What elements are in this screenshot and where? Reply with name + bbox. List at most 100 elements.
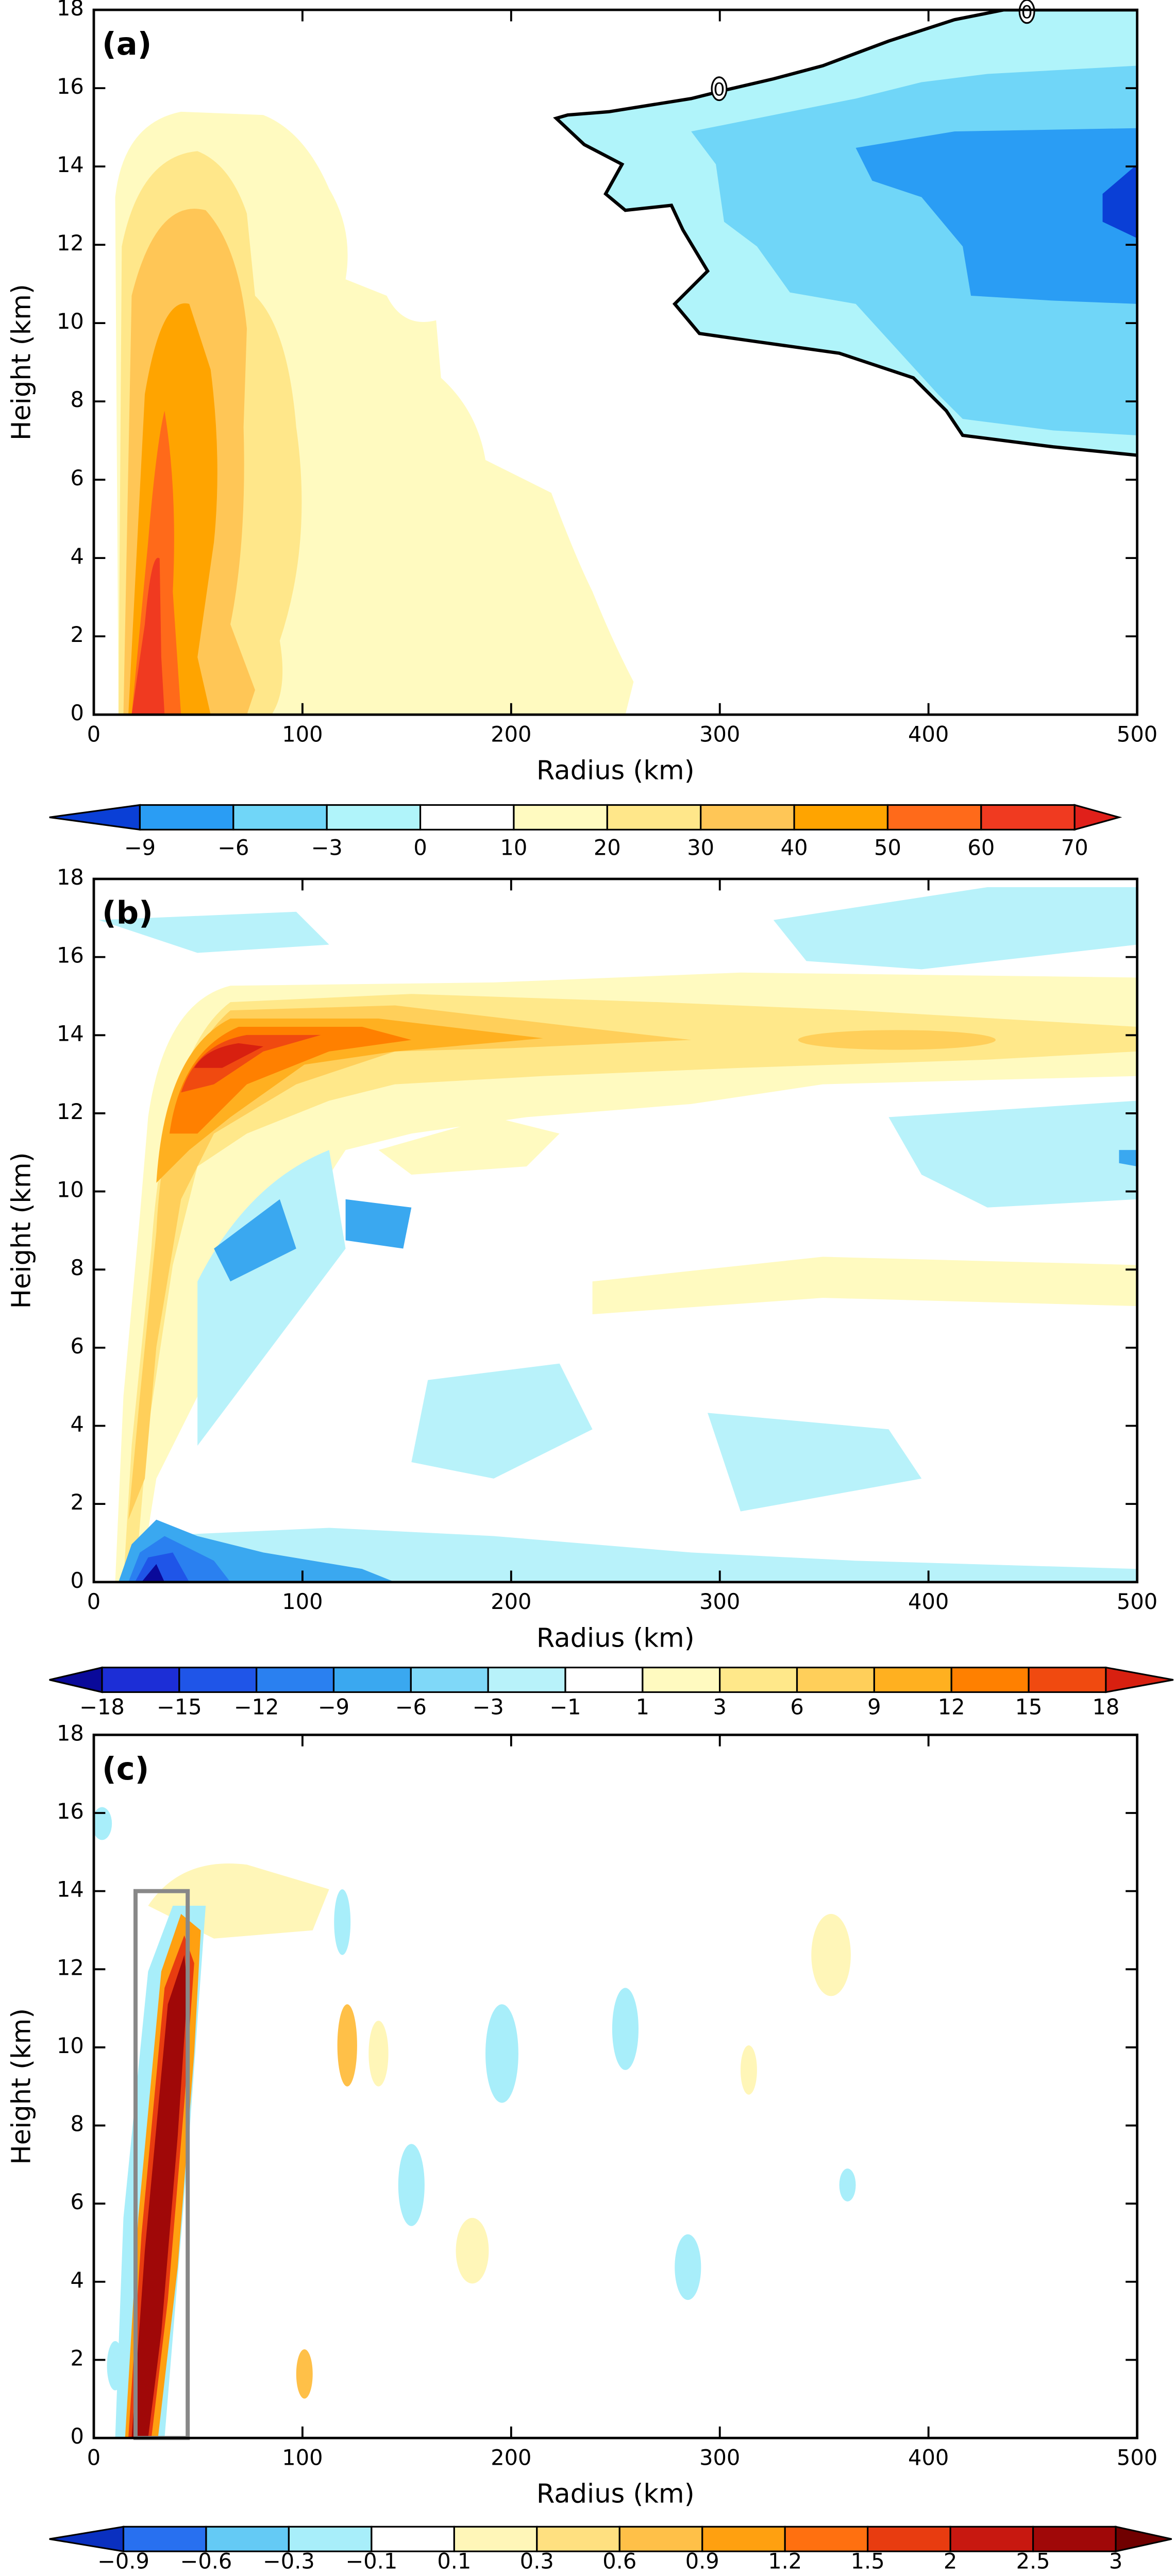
colorbar-box — [1028, 1667, 1107, 1693]
colorbar-box — [513, 804, 608, 831]
plot-frame — [92, 877, 1138, 1584]
y-tick-label: 10 — [57, 1177, 84, 1202]
contour-label: 0 — [1021, 2, 1032, 23]
x-axis-label: Radius (km) — [536, 2479, 695, 2510]
colorbar-box — [642, 1667, 721, 1693]
contour-label-bg — [711, 76, 728, 101]
colorbar-label: −0.9 — [97, 2549, 149, 2574]
colorbar-label: 0.3 — [520, 2549, 554, 2574]
colorbar-box — [419, 804, 515, 831]
contour-fill — [115, 10, 1137, 715]
colorbar-label: −15 — [157, 1694, 202, 1719]
colorbar-label: −0.6 — [180, 2549, 232, 2574]
y-tick-label: 8 — [70, 1255, 83, 1280]
y-tick-label: 12 — [57, 1955, 84, 1980]
colorbar-label: 2 — [944, 2549, 957, 2574]
colorbar-triangle — [1105, 1666, 1174, 1693]
colorbar-box — [205, 2526, 290, 2552]
colorbar-label: −18 — [79, 1694, 125, 1719]
colorbar-label: 50 — [874, 835, 901, 860]
contour-label: 0 — [713, 79, 725, 100]
x-tick-label: 0 — [87, 722, 100, 747]
y-tick-label: 16 — [57, 74, 84, 99]
colorbar-box — [410, 1667, 489, 1693]
colorbar-label: 1.5 — [851, 2549, 885, 2574]
colorbar-label: −3 — [473, 1694, 504, 1719]
colorbar-label: 0 — [413, 835, 427, 860]
x-tick-label: 400 — [908, 1589, 949, 1614]
colorbar-label: −0.3 — [263, 2549, 315, 2574]
colorbar-box — [606, 804, 702, 831]
colorbar-triangle — [1115, 2526, 1172, 2553]
colorbar-label: −6 — [395, 1694, 427, 1719]
y-tick-label: 8 — [70, 387, 83, 412]
colorbar-label: 9 — [867, 1694, 881, 1719]
y-tick-label: 14 — [57, 1021, 84, 1046]
y-axis-label: Height (km) — [7, 1152, 37, 1309]
colorbar-label: 15 — [1015, 1694, 1043, 1719]
x-tick-label: 500 — [1117, 722, 1157, 747]
colorbar-box — [326, 804, 422, 831]
colorbar-label: 10 — [500, 835, 528, 860]
colorbar-box — [980, 804, 1076, 831]
y-tick-label: 2 — [70, 2346, 83, 2371]
y-tick-label: 4 — [70, 544, 83, 569]
colorbar-box — [950, 1667, 1030, 1693]
colorbar-label: 2.5 — [1016, 2549, 1050, 2574]
x-tick-label: 300 — [699, 2445, 740, 2470]
plot-frame — [92, 8, 1138, 716]
colorbar-label: 3 — [1109, 2549, 1122, 2574]
y-tick-label: 2 — [70, 622, 83, 647]
colorbar-box — [886, 804, 982, 831]
y-axis-label: Height (km) — [7, 284, 37, 440]
colorbar-box — [701, 2526, 786, 2552]
panel-label: (b) — [102, 895, 153, 931]
x-axis-label: Radius (km) — [536, 1623, 695, 1653]
y-tick-label: 10 — [57, 309, 84, 334]
colorbar-box — [784, 2526, 869, 2552]
y-tick-label: 16 — [57, 943, 84, 968]
colorbar-box — [371, 2526, 455, 2552]
colorbar-box — [618, 2526, 703, 2552]
y-tick-label: 16 — [57, 1799, 84, 1824]
colorbar-box — [453, 2526, 538, 2552]
x-tick-label: 100 — [282, 722, 323, 747]
colorbar-box — [288, 2526, 373, 2552]
y-tick-label: 6 — [70, 1333, 83, 1359]
colorbar-label: 12 — [938, 1694, 965, 1719]
colorbar-box — [139, 804, 234, 831]
colorbar-box — [232, 804, 328, 831]
colorbar-label: −6 — [217, 835, 249, 860]
colorbar-box — [122, 2526, 207, 2552]
y-tick-label: 6 — [70, 465, 83, 490]
colorbar-label: 1.2 — [768, 2549, 802, 2574]
y-tick-label: 18 — [57, 1720, 84, 1745]
colorbar-box — [700, 804, 795, 831]
colorbar-label: −9 — [318, 1694, 349, 1719]
contour-fill — [94, 1807, 856, 2438]
contour-label-bg — [1018, 0, 1035, 24]
colorbar-box — [178, 1667, 258, 1693]
y-tick-label: 8 — [70, 2111, 83, 2137]
colorbar-label: 60 — [967, 835, 995, 860]
colorbar-label: 40 — [781, 835, 808, 860]
x-tick-label: 0 — [87, 1589, 100, 1614]
x-tick-label: 200 — [491, 2445, 531, 2470]
colorbar-box — [793, 804, 889, 831]
colorbar-box — [796, 1667, 875, 1693]
colorbar-box — [564, 1667, 644, 1693]
colorbar-label: −3 — [311, 835, 343, 860]
y-tick-label: 18 — [57, 0, 84, 21]
colorbar-box — [1032, 2526, 1117, 2552]
x-tick-label: 500 — [1117, 1589, 1157, 1614]
colorbar-box — [873, 1667, 952, 1693]
panel-label: (a) — [102, 26, 152, 62]
colorbar-label: 20 — [594, 835, 621, 860]
colorbar-label: −9 — [124, 835, 156, 860]
y-tick-label: 0 — [70, 1568, 83, 1593]
x-tick-label: 100 — [282, 1589, 323, 1614]
colorbar-label: 0.1 — [437, 2549, 471, 2574]
x-tick-label: 500 — [1117, 2445, 1157, 2470]
